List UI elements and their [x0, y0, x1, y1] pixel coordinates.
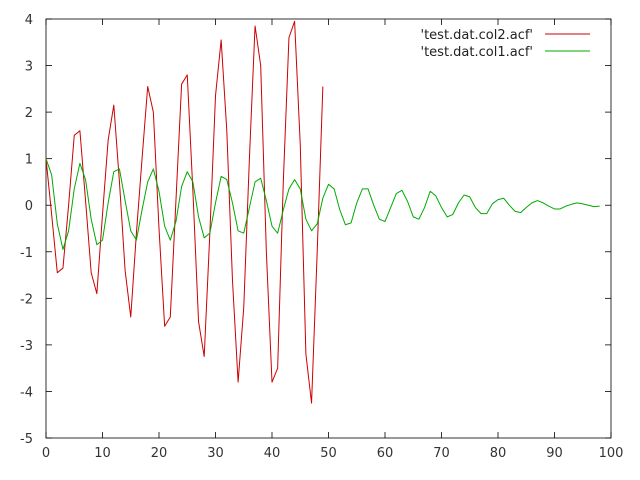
- legend: 'test.dat.col2.acf' 'test.dat.col1.acf': [421, 28, 590, 60]
- y-tick-label: 1: [25, 153, 33, 168]
- x-tick-label: 30: [207, 446, 224, 461]
- legend-label-1: 'test.dat.col2.acf': [421, 28, 534, 43]
- x-axis-ticks: 0 10 20 30 40 50 60 70 80 90 100: [42, 19, 624, 461]
- y-tick-label: 3: [25, 60, 33, 75]
- y-tick-label: -2: [20, 292, 33, 307]
- x-tick-label: 90: [546, 446, 563, 461]
- y-tick-label: -5: [20, 432, 33, 447]
- y-axis-ticks: -5 -4 -3 -2 -1 0 1 2 3 4: [20, 13, 611, 447]
- series-line-2: [45, 158, 600, 250]
- x-tick-label: 80: [490, 446, 507, 461]
- y-tick-label: -1: [20, 246, 33, 261]
- y-tick-label: -4: [20, 385, 33, 400]
- y-tick-label: 4: [25, 13, 33, 28]
- series-line-1: [45, 20, 324, 404]
- y-tick-label: -3: [20, 339, 33, 354]
- x-tick-label: 20: [151, 446, 168, 461]
- x-tick-label: 50: [320, 446, 337, 461]
- y-tick-label: 2: [25, 106, 33, 121]
- legend-label-2: 'test.dat.col1.acf': [421, 45, 534, 60]
- x-tick-label: 0: [42, 446, 50, 461]
- y-tick-label: 0: [25, 199, 33, 214]
- x-tick-label: 60: [377, 446, 394, 461]
- x-tick-label: 100: [599, 446, 624, 461]
- x-tick-label: 70: [433, 446, 450, 461]
- x-tick-label: 10: [94, 446, 111, 461]
- x-tick-label: 40: [264, 446, 281, 461]
- series-lines: [45, 20, 600, 404]
